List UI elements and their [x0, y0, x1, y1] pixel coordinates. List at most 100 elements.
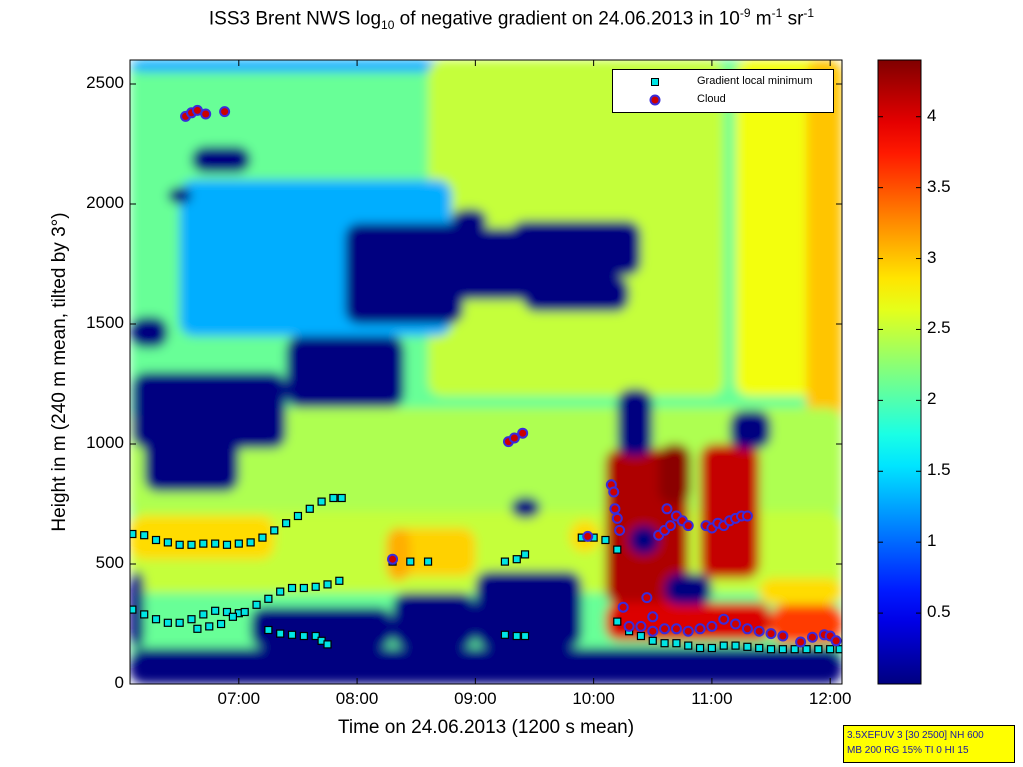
- chart-title: ISS3 Brent NWS log10 of negative gradien…: [0, 6, 1023, 32]
- gradient-minimum-marker: [311, 631, 320, 641]
- cloud-marker: [387, 553, 399, 565]
- gradient-minimum-marker: [329, 493, 338, 503]
- cloud-marker: [741, 510, 753, 522]
- x-tick-label: 11:00: [691, 689, 733, 708]
- heatmap-cell: [132, 372, 287, 449]
- heatmap-cell: [510, 220, 641, 276]
- heatmap-cell: [130, 516, 275, 560]
- gradient-minimum-marker: [205, 622, 214, 631]
- heatmap-cell: [522, 276, 630, 312]
- gradient-minimum-marker: [826, 645, 835, 654]
- gradient-minimum-marker: [293, 511, 303, 521]
- legend-entry-gradient-minimum: Gradient local minimum: [613, 73, 833, 91]
- gradient-minimum-marker: [163, 538, 172, 547]
- heatmap-cell: [250, 607, 393, 648]
- colorbar-tick-label: 1: [927, 531, 937, 551]
- heatmap-cell: [167, 187, 192, 204]
- x-axis-label: Time on 24.06.2013 (1200 s mean): [337, 717, 635, 738]
- gradient-minimum-marker: [287, 583, 297, 593]
- gradient-minimum-marker: [684, 641, 693, 650]
- gradient-minimum-marker: [601, 535, 610, 545]
- y-tick-label: 2000: [86, 193, 124, 212]
- gradient-minimum-marker: [672, 639, 681, 648]
- y-axis-label: Height in m (240 m mean, tilted by 3°): [49, 212, 70, 532]
- cloud-marker: [718, 613, 730, 625]
- gradient-minimum-marker: [175, 540, 184, 549]
- gradient-minimum-marker: [282, 519, 291, 528]
- gradient-minimum-marker: [234, 539, 243, 548]
- gradient-minimum-marker: [299, 631, 308, 641]
- cloud-marker: [647, 625, 659, 637]
- gradient-minimum-marker: [311, 582, 320, 591]
- gradient-minimum-marker: [151, 615, 161, 624]
- title-unit-m-exponent: -1: [771, 6, 783, 20]
- title-text: ISS3 Brent NWS log: [208, 8, 382, 30]
- gradient-minimum-marker: [246, 538, 255, 547]
- gradient-minimum-marker: [423, 557, 433, 566]
- gradient-minimum-marker: [731, 641, 740, 650]
- y-tick-label: 500: [95, 553, 124, 572]
- legend: Gradient local minimum Cloud: [612, 69, 834, 113]
- cloud-marker: [694, 623, 706, 635]
- gradient-minimum-marker: [187, 615, 196, 624]
- info-line-1: 3.5XEFUV 3 [30 2500] NH 600: [847, 730, 984, 741]
- gradient-minimum-marker: [140, 610, 149, 619]
- colorbar-tick-label: 2: [927, 389, 937, 409]
- heatmap-cell: [605, 602, 772, 641]
- cloud-marker: [730, 618, 742, 630]
- gradient-minimum-marker: [199, 610, 208, 619]
- heatmap-cell: [629, 525, 659, 555]
- colorbar-tick-label: 3.5: [927, 176, 951, 196]
- cloud-marker: [623, 620, 635, 632]
- heatmap-cell: [130, 60, 500, 72]
- cloud-marker: [611, 512, 623, 524]
- cloud-marker: [806, 631, 818, 643]
- gradient-minimum-marker: [323, 580, 332, 589]
- heatmap-cell: [729, 410, 772, 449]
- gradient-minimum-marker: [660, 639, 669, 648]
- x-tick-label: 12:00: [808, 689, 852, 708]
- legend-circle-marker: [649, 94, 661, 106]
- cloud-marker: [682, 520, 694, 532]
- y-tick-label: 2500: [86, 73, 124, 92]
- gradient-minimum-marker: [337, 493, 346, 503]
- gradient-minimum-marker: [240, 607, 249, 617]
- heatmap-cell: [475, 571, 582, 648]
- colorbar-tick-label: 3: [927, 247, 937, 267]
- heatmap-cell: [130, 316, 168, 348]
- colorbar-tick-label: 1.5: [927, 460, 951, 480]
- colorbar-tick-label: 4: [927, 105, 937, 125]
- y-tick-label: 1000: [86, 433, 124, 452]
- cloud-marker: [765, 628, 777, 640]
- title-unit-sr: sr: [782, 8, 804, 30]
- gradient-minimum-marker: [743, 642, 752, 651]
- plot-frame: [129, 59, 843, 685]
- gradient-minimum-marker: [406, 557, 415, 566]
- legend-square-marker: [651, 78, 659, 86]
- title-exponent: -9: [739, 6, 751, 20]
- cloud-marker: [777, 630, 789, 642]
- title-text-mid: of negative gradient on 24.06.2013 in 10: [394, 8, 740, 30]
- heatmap-cell: [130, 648, 842, 684]
- gradient-minimum-marker: [130, 605, 137, 614]
- cloud-marker: [741, 623, 753, 635]
- cloud-marker: [647, 611, 659, 623]
- gradient-minimum-marker: [287, 630, 297, 639]
- gradient-minimum-marker: [317, 497, 326, 506]
- heatmap-cell: [510, 496, 541, 519]
- gradient-minimum-marker: [520, 550, 530, 559]
- gradient-minimum-marker: [500, 557, 510, 566]
- cloud-marker: [641, 592, 653, 604]
- gradient-minimum-marker: [264, 594, 273, 603]
- gradient-minimum-marker: [512, 555, 521, 564]
- heatmap-cell: [286, 336, 405, 408]
- heatmap-cell: [759, 578, 842, 605]
- gradient-minimum-marker: [512, 631, 521, 641]
- gradient-minimum-marker: [258, 533, 267, 542]
- y-tick-label: 0: [114, 673, 124, 692]
- colorbar: [877, 59, 922, 685]
- gradient-minimum-marker: [695, 643, 705, 653]
- gradient-minimum-marker: [130, 529, 137, 539]
- gradient-minimum-marker: [211, 539, 220, 548]
